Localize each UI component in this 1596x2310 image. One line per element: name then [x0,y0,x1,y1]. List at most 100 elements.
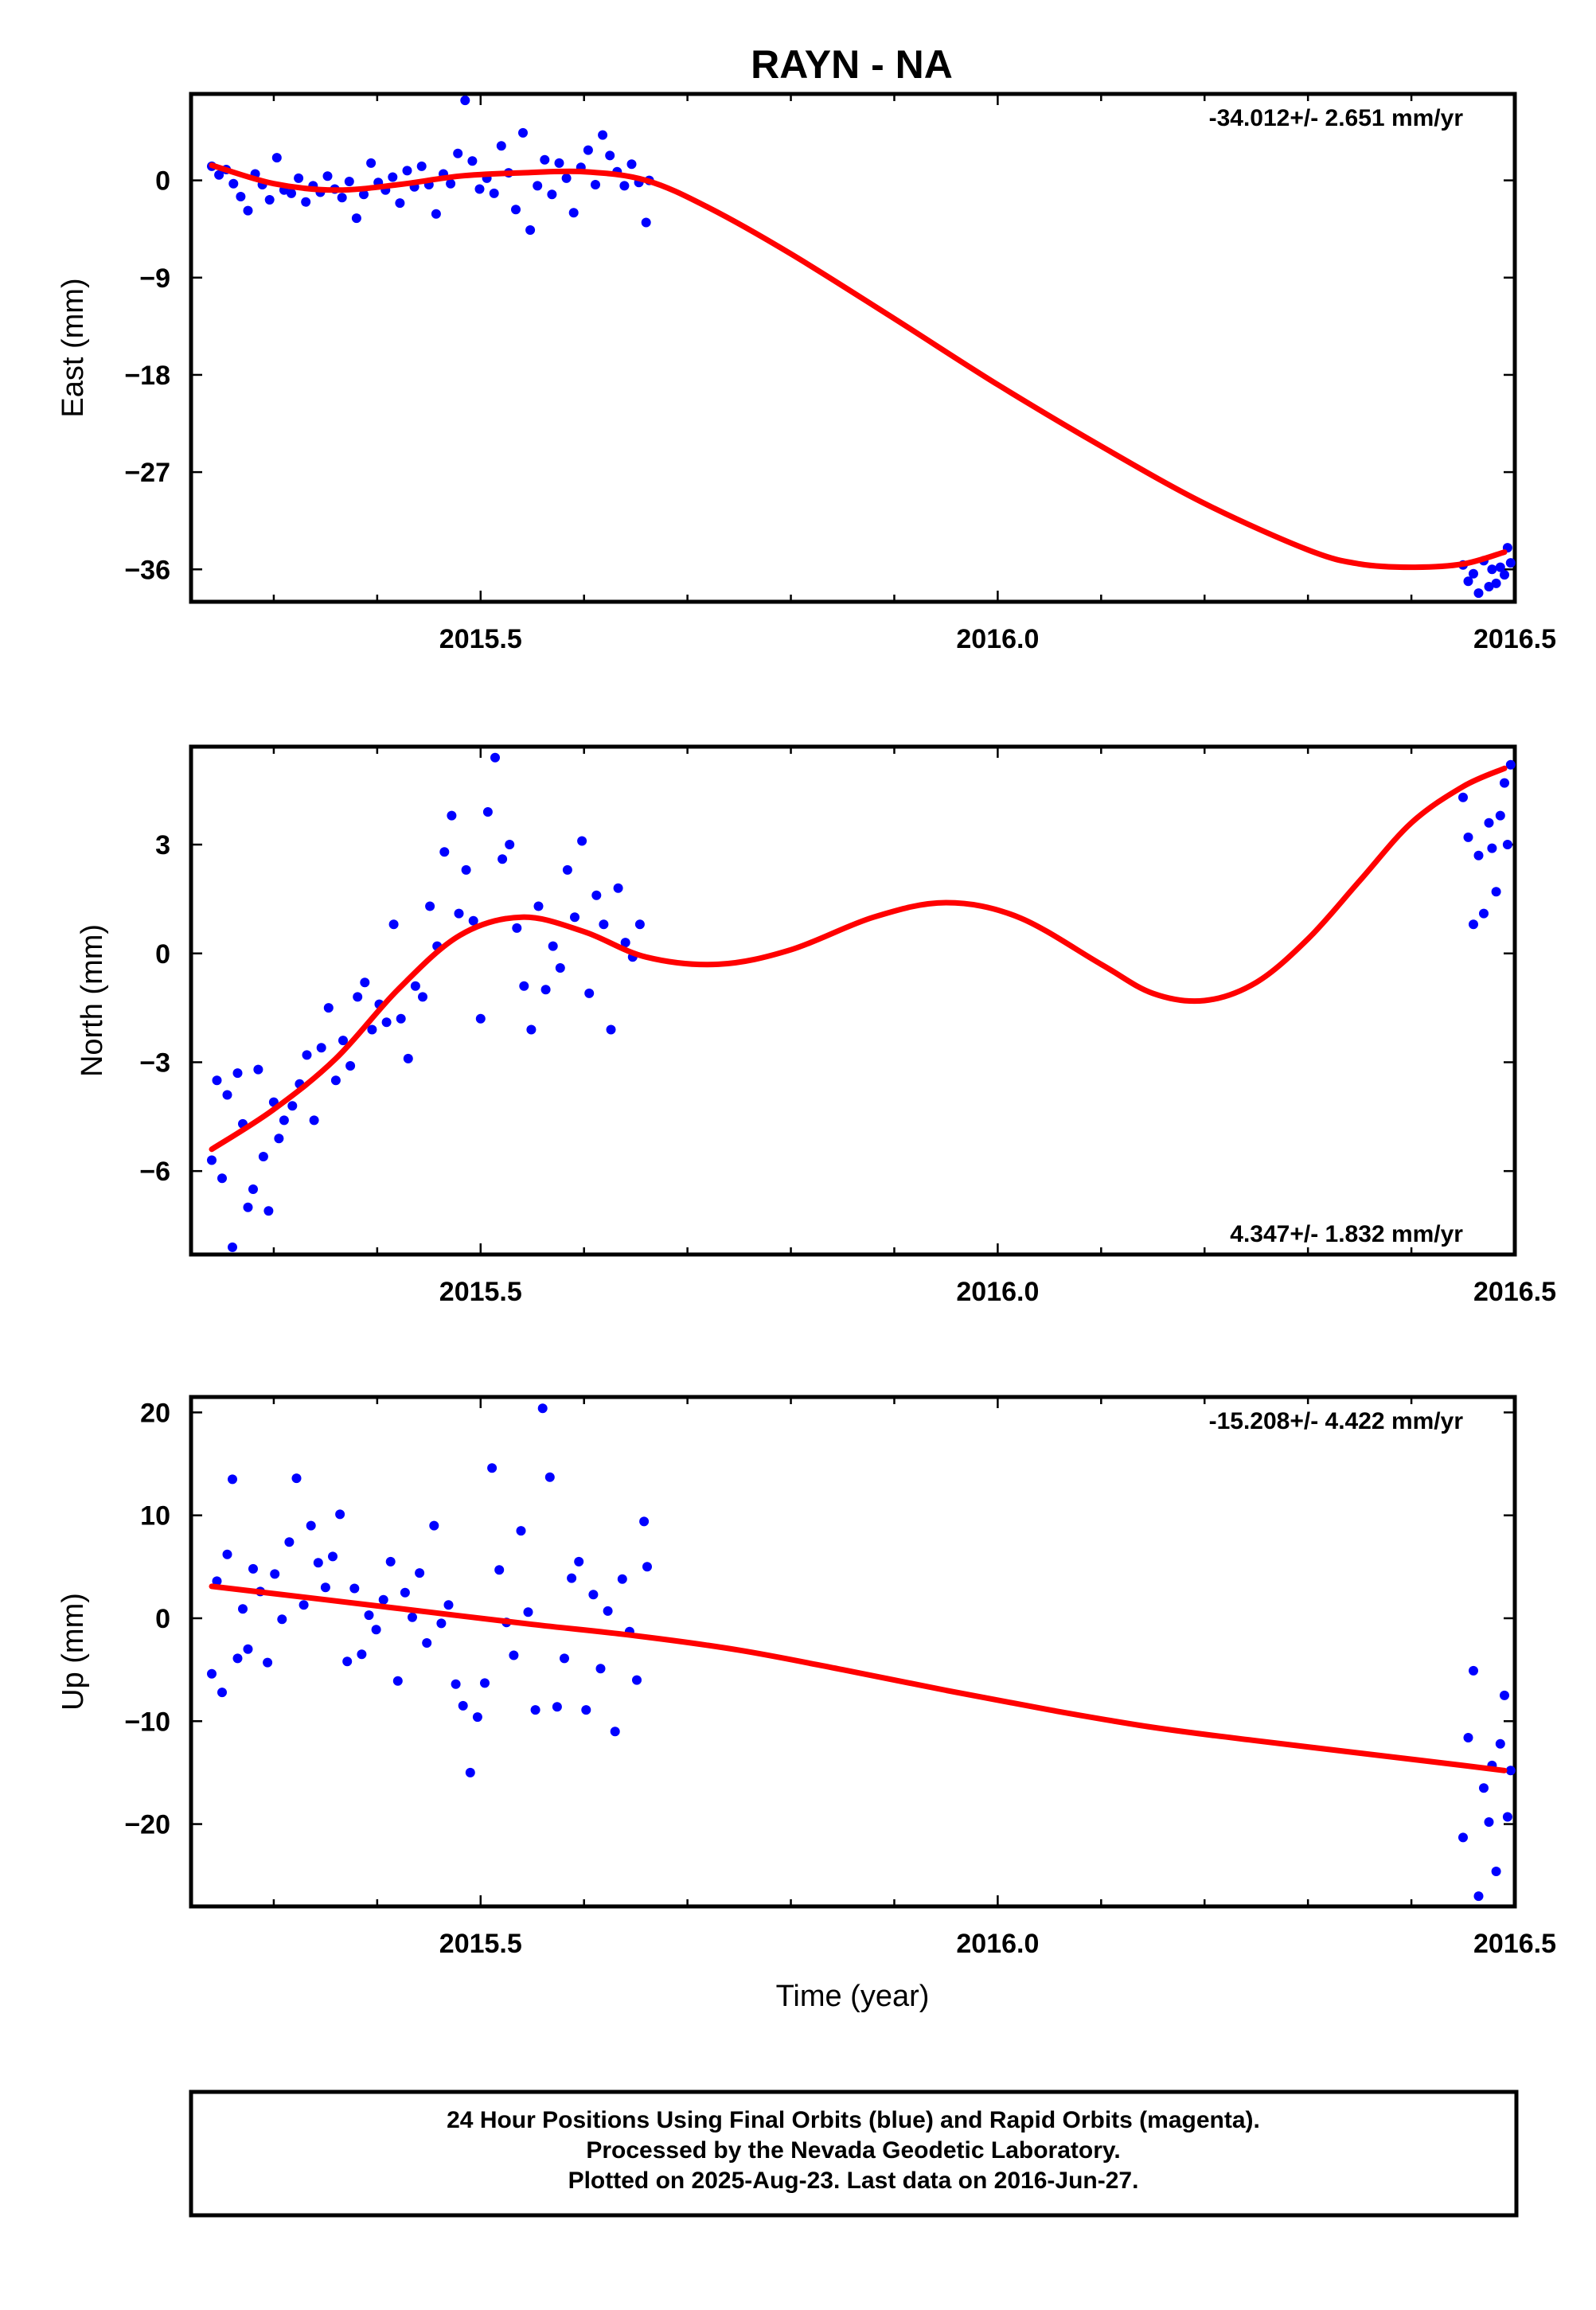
panel-up: Up (mm) -15.208+/- 4.422 mm/yr Time (yea… [57,1395,1556,2013]
y-tick-label: 3 [155,830,170,860]
data-point [634,919,645,930]
data-point [287,188,296,198]
data-point [381,1017,392,1028]
data-point [475,1013,486,1024]
data-point [258,1152,268,1161]
data-point [490,752,500,763]
data-point [1479,908,1489,919]
data-point [284,1537,295,1547]
data-point [1473,850,1484,860]
y-tick-label: −36 [124,555,170,585]
data-point [271,153,282,163]
x-tick-label: 2015.5 [439,1929,522,1959]
data-point [395,198,405,209]
data-point [568,208,579,218]
data-point [270,1569,280,1579]
data-point [554,158,564,168]
x-tick-label: 2015.5 [439,624,522,654]
y-tick-label: 0 [155,939,170,970]
data-point [526,1024,537,1035]
y-tick-label: 0 [155,1604,170,1634]
data-point [639,1516,650,1527]
panel-north-frame [189,744,1517,1257]
data-point [243,1644,253,1654]
data-point [403,1053,413,1063]
data-point [439,847,450,857]
data-point [567,1573,577,1583]
data-point [248,1563,258,1574]
data-point [236,192,246,201]
data-point [1495,1738,1505,1749]
x-tick-label: 2016.5 [1473,1277,1556,1307]
data-point [610,1727,620,1737]
data-point [1500,778,1509,788]
data-point [1469,919,1478,930]
panel-east-rate: -34.012+/- 2.651 mm/yr [1209,105,1464,131]
y-tick-label: −9 [139,263,170,294]
data-point [349,1583,360,1594]
data-point [537,1403,548,1414]
x-tick-label: 2016.0 [956,1929,1039,1959]
data-point [400,1587,410,1598]
data-point [606,1024,616,1035]
data-point [460,96,470,106]
data-point [540,154,550,165]
data-point [577,836,587,846]
data-point [217,1688,227,1698]
y-tick-label: 20 [140,1398,170,1428]
data-point [366,158,377,168]
y-tick-label: 0 [155,166,170,197]
data-point [447,810,457,821]
data-point [320,1582,330,1593]
data-point [595,1664,606,1674]
y-tick-label: −20 [124,1810,170,1840]
data-point [523,1607,533,1617]
data-point [425,901,435,911]
chart-title: RAYN - NA [751,42,953,87]
data-point [591,180,600,189]
x-tick-label: 2016.0 [956,1277,1039,1307]
fit-curve [209,162,1508,571]
data-point [1495,810,1505,821]
data-point [496,141,506,151]
data-point [1484,582,1494,591]
data-point [330,1075,341,1086]
panel-up-ylabel: Up (mm) [57,1593,90,1711]
data-point [228,1474,237,1485]
data-point [584,988,595,998]
data-point [388,919,399,930]
data-point [291,1473,302,1484]
data-point [1469,1665,1478,1676]
data-point [301,197,311,207]
data-point [472,1712,482,1723]
data-point [632,1675,642,1685]
data-point [353,992,363,1002]
data-point [378,1594,388,1605]
data-point [613,883,623,893]
data-point [402,166,412,176]
data-point [359,189,369,200]
data-point [429,1520,439,1531]
data-point [511,205,521,215]
data-point [415,1568,425,1578]
data-point [533,901,544,911]
data-point [465,1767,475,1777]
data-point [619,181,630,191]
x-tick-label: 2016.0 [956,624,1039,654]
data-point [540,985,551,995]
data-point [1463,576,1473,587]
data-point [287,1101,298,1111]
data-point [1484,1817,1494,1827]
data-point [443,1600,454,1610]
data-point [570,912,579,923]
data-point [1502,1812,1512,1822]
data-point [344,177,354,186]
data-point [371,1625,381,1635]
x-tick-label: 2016.5 [1473,1929,1556,1959]
data-point [323,1003,334,1013]
data-point [337,193,347,203]
data-point [313,1558,323,1568]
data-point [588,1590,599,1600]
data-point [487,1463,498,1473]
